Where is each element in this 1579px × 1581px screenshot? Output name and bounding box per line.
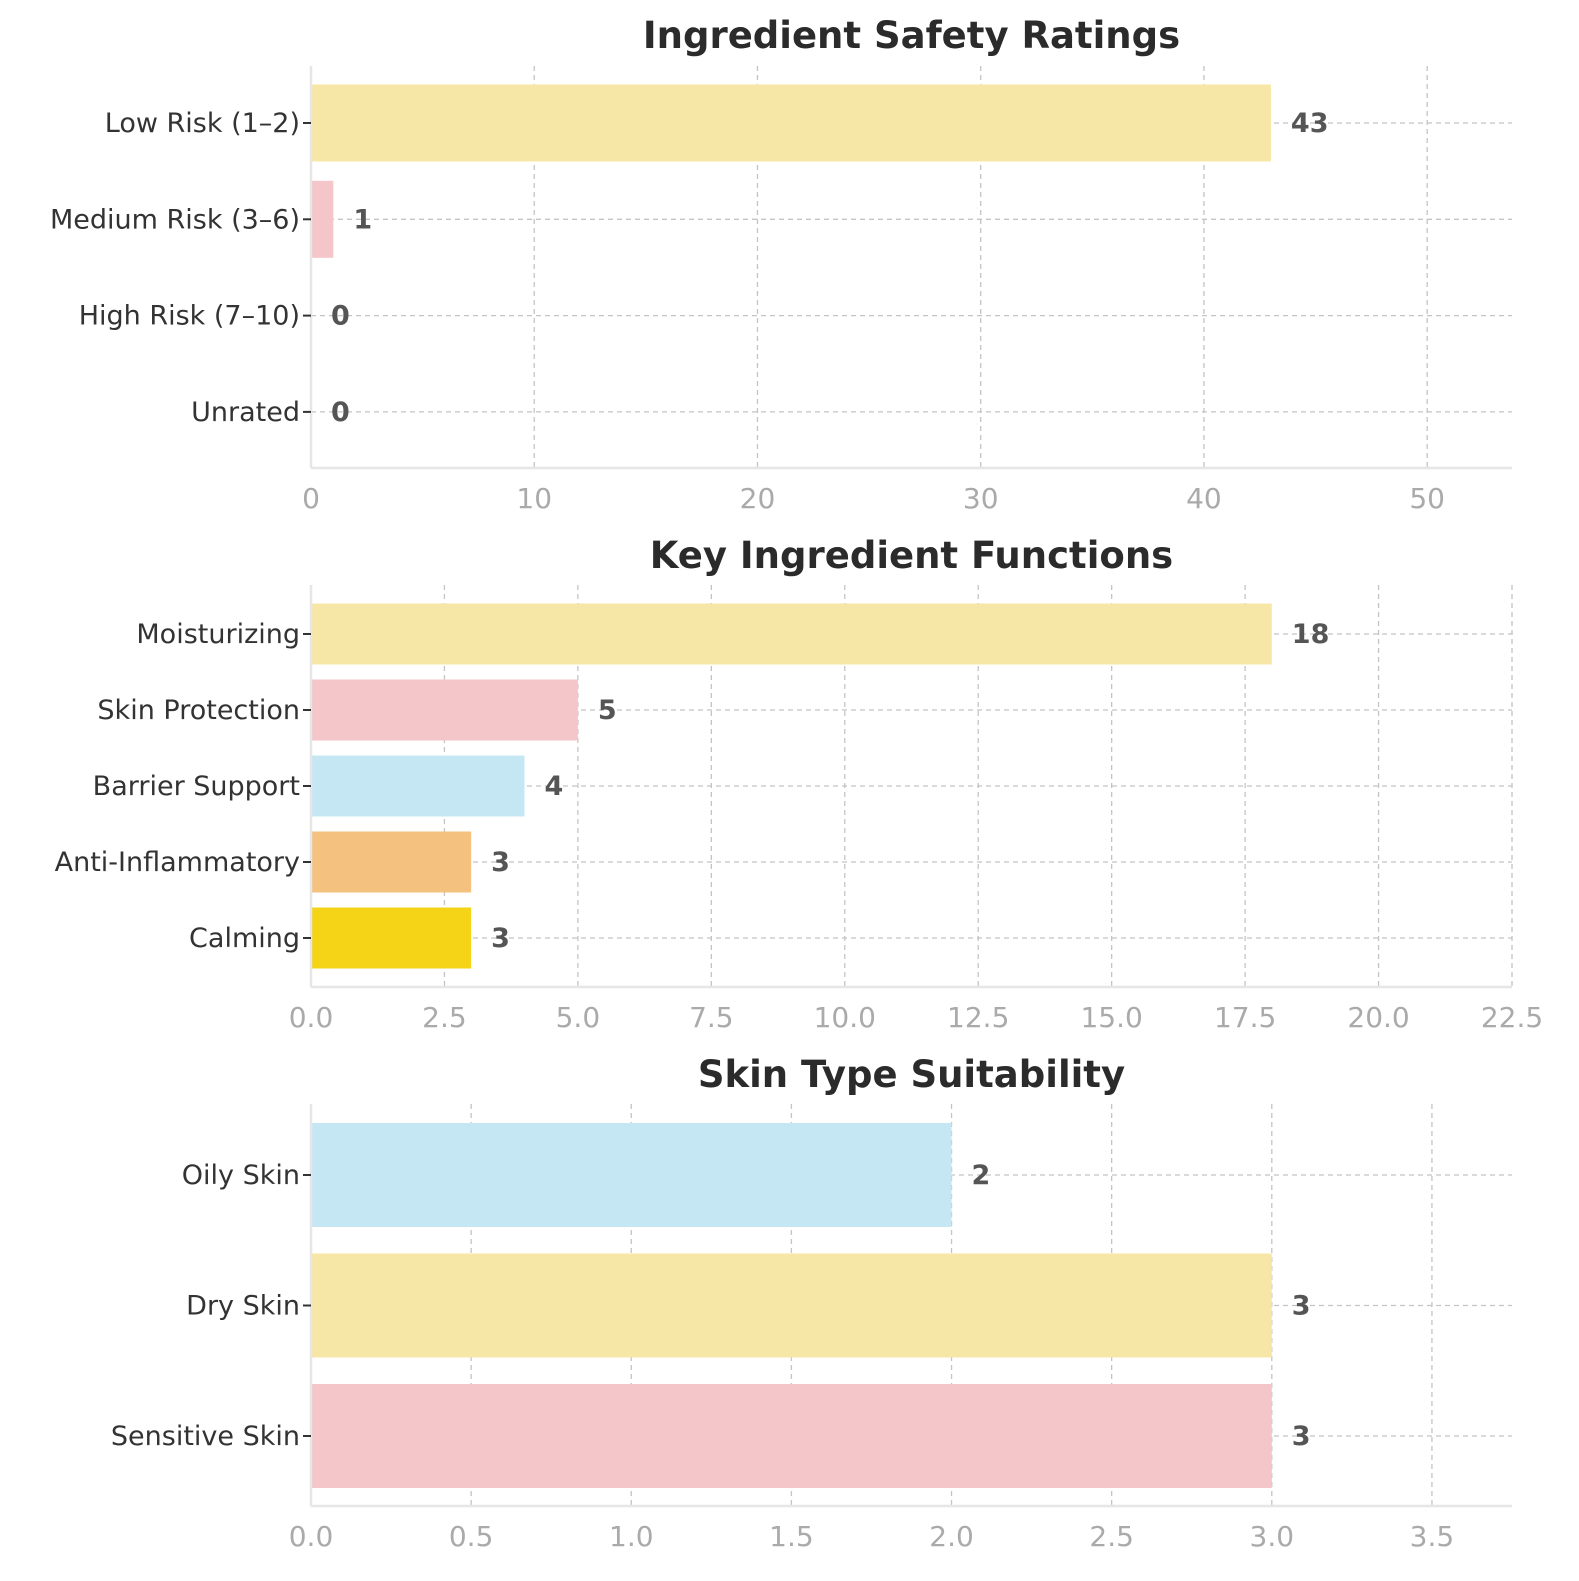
x-tick-label: 15.0 xyxy=(1080,1001,1142,1034)
bars xyxy=(311,1123,1272,1488)
x-tick-label: 1.5 xyxy=(769,1520,814,1553)
labels: 0.0 0.5 1.0 1.5 2.0 2.5 3.0 3.5 Oily Skin 2 Dry Sk… xyxy=(111,1160,1454,1553)
category-label: Anti-Inflammatory xyxy=(55,847,300,878)
x-tick-label: 7.5 xyxy=(689,1001,734,1034)
bar xyxy=(311,1384,1272,1488)
category-label: Moisturizing xyxy=(136,619,300,650)
category-label: Low Risk (1–2) xyxy=(105,108,300,139)
x-tick-label: 10 xyxy=(516,482,552,515)
chart-title: Ingredient Safety Ratings xyxy=(643,14,1180,57)
value-label: 0 xyxy=(331,397,350,428)
category-label: Barrier Support xyxy=(93,771,300,802)
axes xyxy=(303,585,1512,989)
x-tick-label: 2.5 xyxy=(1089,1520,1134,1553)
skin-type-chart: Skin Type Suitability 0.0 0.5 1.0 1.5 2.0 2.5… xyxy=(111,1053,1512,1553)
safety-ratings-chart: Ingredient Safety Ratings 0 10 20 30 40 50Low… xyxy=(50,14,1512,515)
bar xyxy=(311,84,1271,162)
value-label: 1 xyxy=(353,204,372,235)
category-label: Oily Skin xyxy=(182,1160,300,1191)
ingredient-functions-chart: Key Ingredient Functions 0.0 2.5 5.0 7.5 10.… xyxy=(55,534,1544,1034)
axes xyxy=(303,1104,1512,1508)
x-tick-label: 2.5 xyxy=(422,1001,467,1034)
x-tick-label: 30 xyxy=(963,482,999,515)
category-label: Sensitive Skin xyxy=(111,1421,300,1452)
bar xyxy=(311,907,472,969)
value-label: 3 xyxy=(1292,1291,1311,1322)
value-label: 0 xyxy=(331,301,350,332)
x-tick-label: 20 xyxy=(740,482,776,515)
chart-title: Skin Type Suitability xyxy=(698,1053,1125,1096)
x-tick-label: 2.0 xyxy=(929,1520,974,1553)
x-tick-label: 22.5 xyxy=(1481,1001,1543,1034)
value-label: 3 xyxy=(1292,1421,1311,1452)
category-label: High Risk (7–10) xyxy=(79,301,300,332)
x-tick-label: 17.5 xyxy=(1214,1001,1276,1034)
bar xyxy=(311,755,525,817)
category-label: Unrated xyxy=(191,397,300,428)
x-tick-label: 20.0 xyxy=(1347,1001,1409,1034)
value-label: 18 xyxy=(1292,619,1330,650)
chart-title: Key Ingredient Functions xyxy=(650,534,1173,577)
bar xyxy=(311,1253,1272,1358)
x-tick-label: 0.0 xyxy=(289,1001,334,1034)
x-tick-label: 5.0 xyxy=(556,1001,601,1034)
x-tick-label: 40 xyxy=(1186,482,1222,515)
x-tick-label: 3.0 xyxy=(1250,1520,1295,1553)
axes xyxy=(303,66,1512,470)
bar xyxy=(311,831,472,893)
bar xyxy=(311,679,578,741)
value-label: 43 xyxy=(1291,108,1329,139)
x-tick-label: 50 xyxy=(1409,482,1445,515)
value-label: 2 xyxy=(972,1160,991,1191)
x-tick-label: 10.0 xyxy=(814,1001,876,1034)
value-label: 5 xyxy=(598,695,617,726)
labels: 0.0 2.5 5.0 7.5 10.0 12.5 15.0 17.5 20.0 22.5 Mois… xyxy=(55,619,1544,1034)
bars xyxy=(311,603,1272,969)
x-tick-label: 0 xyxy=(302,482,320,515)
x-tick-label: 0.0 xyxy=(289,1520,334,1553)
x-tick-label: 0.5 xyxy=(449,1520,494,1553)
category-label: Medium Risk (3–6) xyxy=(50,204,300,235)
x-tick-label: 12.5 xyxy=(947,1001,1009,1034)
bar xyxy=(311,603,1272,665)
x-tick-label: 1.0 xyxy=(609,1520,654,1553)
x-tick-label: 3.5 xyxy=(1410,1520,1455,1553)
bar xyxy=(311,180,334,258)
value-label: 3 xyxy=(491,923,510,954)
bar xyxy=(311,1123,952,1227)
value-label: 3 xyxy=(491,847,510,878)
bars xyxy=(311,84,1271,258)
category-label: Calming xyxy=(189,923,300,954)
value-label: 4 xyxy=(545,771,564,802)
category-label: Dry Skin xyxy=(186,1291,300,1322)
category-label: Skin Protection xyxy=(97,695,300,726)
